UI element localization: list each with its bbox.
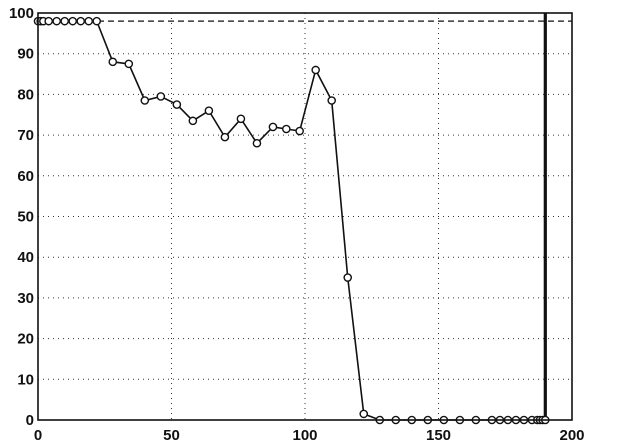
data-point: [172, 100, 182, 109]
y-tick-label: 0: [26, 412, 34, 429]
series-layer: [33, 16, 550, 425]
data-point: [236, 114, 246, 124]
y-tick-label: 60: [17, 168, 34, 185]
y-tick-label: 70: [17, 127, 34, 144]
data-point: [311, 65, 320, 75]
x-tick-label: 200: [559, 427, 584, 444]
y-tick-label: 20: [17, 331, 34, 348]
data-point: [295, 126, 304, 136]
data-point: [92, 16, 102, 26]
data-point: [60, 16, 69, 26]
data-point: [188, 116, 198, 126]
tick-labels: 0 10 20 30 40 50 60 70 80 90 100 0 50 100 150 200: [9, 5, 585, 444]
data-point: [68, 16, 78, 26]
data-point: [44, 16, 53, 26]
y-tick-label: 40: [17, 249, 34, 266]
data-point: [84, 16, 94, 26]
data-point: [52, 16, 61, 26]
data-point: [252, 138, 262, 148]
data-point: [76, 16, 86, 26]
y-tick-label: 90: [17, 46, 34, 63]
data-point: [282, 124, 291, 134]
data-point: [359, 409, 369, 419]
y-tick-label: 80: [17, 86, 34, 103]
y-tick-label: 100: [9, 5, 34, 22]
data-point: [268, 122, 278, 132]
x-tick-label: 50: [163, 427, 180, 444]
x-tick-label: 150: [426, 427, 451, 444]
data-point: [108, 57, 118, 67]
grid-layer: [38, 13, 572, 420]
y-tick-label: 50: [17, 209, 34, 226]
x-tick-label: 100: [292, 427, 317, 444]
y-tick-label: 10: [17, 371, 34, 388]
x-tick-label: 0: [34, 427, 42, 444]
reference-lines: [38, 13, 572, 420]
data-point: [220, 132, 230, 142]
plot-frame: [37, 12, 573, 421]
data-point: [343, 273, 353, 282]
data-point: [156, 92, 166, 101]
series-line-0: [38, 20, 546, 421]
y-tick-label: 30: [17, 290, 34, 307]
data-point: [204, 106, 214, 115]
data-point: [140, 96, 150, 105]
data-point: [124, 59, 134, 69]
data-point: [327, 96, 337, 105]
